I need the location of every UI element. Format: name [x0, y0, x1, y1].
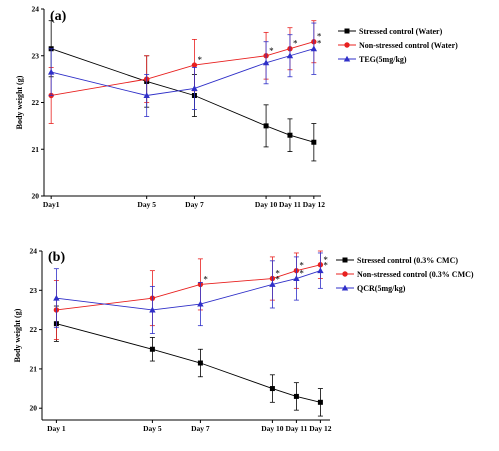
series-line: [51, 41, 314, 96]
series-2: ***: [53, 252, 328, 334]
series-0: [48, 20, 317, 162]
series-line: [51, 48, 314, 96]
data-point: [287, 132, 293, 138]
y-tick-label: 20: [32, 192, 40, 201]
legend-marker: [342, 257, 348, 263]
data-point: [310, 45, 318, 52]
series-line: [56, 323, 321, 403]
legend-label: Stressed control (0.3% CMC): [357, 256, 458, 265]
data-point: [53, 294, 60, 301]
series-line: [56, 270, 321, 311]
data-point: [293, 393, 299, 399]
x-tick-label: Day 5: [143, 424, 162, 433]
data-point: [293, 275, 300, 282]
y-tick-label: 23: [30, 286, 38, 295]
series-1: ****: [53, 250, 328, 340]
data-point: [197, 300, 204, 307]
y-tick-label: 21: [30, 364, 38, 373]
y-tick-label: 22: [30, 325, 38, 334]
data-point: [197, 360, 203, 366]
x-tick-label: Day 12: [309, 424, 332, 433]
data-point: [47, 68, 55, 75]
data-point: [262, 59, 270, 66]
panel-a-chart: 20 21 22 23 24 Day1 Day 5 Day 7 Day 10 Day 11 Day …: [15, 5, 458, 210]
x-tick-label: Day1: [43, 200, 60, 209]
legend-marker: [343, 55, 351, 62]
significance-star: *: [299, 269, 304, 279]
y-tick-label: 24: [30, 247, 38, 256]
legend: Stressed control (0.3% CMC) Non-stressed …: [336, 256, 474, 293]
data-point: [143, 92, 150, 98]
x-tick-label: Day 7: [191, 424, 210, 433]
significance-star: *: [317, 32, 322, 42]
series-line: [56, 264, 321, 311]
data-point: [149, 346, 155, 352]
series-1: ****: [48, 20, 322, 124]
series-2: *: [47, 22, 322, 117]
legend-label: Non-stressed control (Water): [359, 41, 458, 50]
data-point: [263, 123, 269, 129]
significance-star: *: [275, 269, 280, 279]
significance-star: *: [269, 46, 274, 56]
y-tick-label: 23: [32, 51, 40, 60]
y-axis-label: Body weight (g): [15, 75, 24, 129]
significance-star: *: [299, 261, 304, 271]
data-point: [269, 386, 275, 392]
legend-label: Non-stressed control (0.3% CMC): [357, 270, 474, 279]
x-tick-label: Day 10: [261, 424, 284, 433]
x-tick-label: Day 11: [279, 200, 301, 209]
significance-star: *: [197, 55, 202, 65]
y-tick-label: 22: [32, 98, 40, 107]
data-point: [149, 306, 156, 313]
series-0: [53, 305, 323, 417]
significance-star: *: [275, 274, 280, 284]
legend-marker: [342, 271, 348, 277]
data-point: [311, 139, 317, 145]
x-tick-label: Day 10: [255, 200, 278, 209]
x-tick-label: Day 7: [185, 200, 204, 209]
data-point: [286, 52, 294, 59]
legend-marker: [344, 42, 350, 48]
data-point: [317, 267, 324, 274]
x-tick-label: Day 11: [285, 424, 307, 433]
data-point: [269, 281, 276, 287]
legend-label: TEG(5mg/kg): [359, 55, 407, 64]
y-tick-label: 24: [32, 5, 40, 14]
legend-label: Stressed control (Water): [359, 27, 443, 36]
panel-b-chart: 20 21 22 23 24 Day 1 Day 5 Day 7 Day 10 Day 11 Day…: [13, 247, 474, 434]
panel-label: (b): [48, 250, 65, 265]
significance-star: *: [293, 39, 298, 49]
significance-star: *: [203, 274, 208, 284]
data-point: [317, 399, 323, 405]
legend: Stressed control (Water) Non-stressed con…: [338, 27, 458, 64]
series-line: [51, 48, 314, 143]
legend-label: QCR(5mg/kg): [357, 284, 406, 293]
legend-marker: [341, 284, 349, 291]
x-tick-label: Day 12: [303, 200, 326, 209]
significance-star: *: [323, 261, 328, 271]
data-point: [191, 62, 198, 68]
significance-star: *: [317, 39, 322, 49]
data-point: [191, 85, 198, 91]
x-tick-label: Day 1: [47, 424, 66, 433]
significance-star: *: [323, 255, 328, 265]
legend-marker: [344, 28, 350, 34]
panel-label: (a): [50, 9, 67, 24]
y-tick-label: 21: [32, 145, 40, 154]
y-tick-label: 20: [30, 404, 38, 413]
y-axis-label: Body weight (g): [13, 308, 22, 362]
x-tick-label: Day 5: [137, 200, 156, 209]
